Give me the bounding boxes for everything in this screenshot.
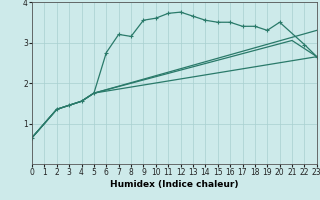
X-axis label: Humidex (Indice chaleur): Humidex (Indice chaleur) [110, 180, 239, 189]
